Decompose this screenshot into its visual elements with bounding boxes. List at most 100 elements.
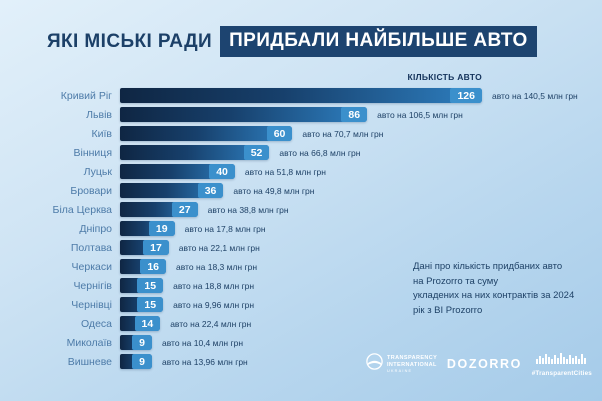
bar-value: 86 — [341, 107, 368, 122]
bar: 126 — [120, 88, 482, 103]
title-plain-text: ЯКІ МІСЬКІ РАДИ — [47, 30, 213, 52]
city-label: Полтава — [70, 241, 112, 254]
bar-annotation: авто на 10,4 млн грн — [162, 337, 244, 348]
bar-track: 86 авто на 106,5 млн грн — [120, 107, 590, 122]
city-label: Львів — [86, 108, 112, 121]
ti-line2: INTERNATIONAL — [387, 361, 437, 368]
bar-annotation: авто на 9,96 млн грн — [173, 299, 255, 310]
bar-annotation: авто на 18,8 млн грн — [173, 280, 255, 291]
bar: 27 — [120, 202, 198, 217]
chart-row: Чернігів 15 авто на 18,8 млн грн — [30, 276, 590, 295]
bar-annotation: авто на 17,8 млн грн — [184, 223, 266, 234]
bar-track: 126 авто на 140,5 млн грн — [120, 88, 590, 103]
city-label: Вінниця — [73, 146, 113, 159]
bar-annotation: авто на 66,8 млн грн — [279, 147, 361, 158]
bar-annotation: авто на 38,8 млн грн — [207, 204, 289, 215]
bar-annotation: авто на 106,5 млн грн — [377, 109, 463, 120]
dozorro-logo: DOZORRO — [446, 357, 523, 371]
city-label: Кривий Ріг — [60, 89, 112, 102]
city-label: Одеса — [81, 317, 112, 330]
bar: 60 — [120, 126, 293, 141]
bar: 15 — [120, 278, 164, 293]
city-label: Миколаїв — [66, 336, 112, 349]
bar: 36 — [120, 183, 224, 198]
transparency-international-wordmark: TRANSPARENCY INTERNATIONAL UKRAINE — [387, 355, 437, 374]
bar-annotation: авто на 51,8 млн грн — [244, 166, 326, 177]
chart-row: Черкаси 16 авто на 18,3 млн грн — [30, 257, 590, 276]
bar-annotation: авто на 22,1 млн грн — [178, 242, 260, 253]
source-note: Дані про кількість придбаних авто на Pro… — [413, 261, 575, 317]
chart-row: Полтава 17 авто на 22,1 млн грн — [30, 238, 590, 257]
bar-value: 9 — [132, 354, 152, 369]
bar-track: 9 авто на 10,4 млн грн — [120, 335, 590, 350]
city-label: Чернігів — [73, 279, 112, 292]
transparent-cities-logo: #TransparentCities — [532, 351, 592, 377]
chart-row: Біла Церква 27 авто на 38,8 млн грн — [30, 200, 590, 219]
chart-row: Кривий Ріг 126 авто на 140,5 млн грн — [30, 86, 590, 105]
bar-track: 36 авто на 49,8 млн грн — [120, 183, 590, 198]
bar-value: 60 — [266, 126, 293, 141]
bar: 86 — [120, 107, 368, 122]
bar-value: 27 — [171, 202, 198, 217]
city-label: Вишневе — [67, 355, 112, 368]
bar: 19 — [120, 221, 175, 236]
bar-track: 14 авто на 22,4 млн грн — [120, 316, 590, 331]
transparent-cities-label: #TransparentCities — [531, 370, 592, 377]
footer-logos: TRANSPARENCY INTERNATIONAL UKRAINE DOZOR… — [366, 347, 592, 381]
city-label: Черкаси — [71, 260, 112, 273]
bar-annotation: авто на 22,4 млн грн — [170, 318, 252, 329]
bar-track: 27 авто на 38,8 млн грн — [120, 202, 590, 217]
bar-value: 14 — [134, 316, 161, 331]
bar-value: 40 — [209, 164, 235, 179]
bar-track: 15 авто на 9,96 млн грн — [120, 297, 590, 312]
bar-annotation: авто на 70,7 млн грн — [302, 128, 384, 139]
chart-row: Вишневе 9 авто на 13,96 млн грн — [30, 352, 590, 371]
bar-value: 15 — [137, 278, 164, 293]
transparency-international-icon — [366, 353, 383, 375]
bar-value: 36 — [197, 183, 224, 198]
bar-value: 19 — [148, 221, 175, 236]
bar-annotation: авто на 140,5 млн грн — [492, 90, 578, 101]
bar: 15 — [120, 297, 164, 312]
bar: 9 — [120, 354, 152, 369]
bar-value: 15 — [137, 297, 164, 312]
ti-line1: TRANSPARENCY — [387, 354, 438, 361]
title-highlighted-text: ПРИДБАЛИ НАЙБІЛЬШЕ АВТО — [220, 26, 537, 57]
city-label: Київ — [91, 127, 112, 140]
bar: 52 — [120, 145, 270, 160]
bar-annotation: авто на 13,96 млн грн — [162, 356, 248, 367]
bar: 16 — [120, 259, 166, 274]
value-axis-label: КІЛЬКІСТЬ АВТО — [407, 72, 482, 82]
chart-row: Вінниця 52 авто на 66,8 млн грн — [30, 143, 590, 162]
chart-row: Дніпро 19 авто на 17,8 млн грн — [30, 219, 590, 238]
bar-track: 40 авто на 51,8 млн грн — [120, 164, 590, 179]
bar-track: 60 авто на 70,7 млн грн — [120, 126, 590, 141]
chart-row: Київ 60 авто на 70,7 млн грн — [30, 124, 590, 143]
transparency-international-logo: TRANSPARENCY INTERNATIONAL UKRAINE — [366, 353, 437, 375]
city-label: Біла Церква — [52, 203, 112, 216]
chart-row: Одеса 14 авто на 22,4 млн грн — [30, 314, 590, 333]
chart-row: Луцьк 40 авто на 51,8 млн грн — [30, 162, 590, 181]
bar-track: 16 авто на 18,3 млн грн — [120, 259, 590, 274]
bar: 9 — [120, 335, 152, 350]
chart-row: Чернівці 15 авто на 9,96 млн грн — [30, 295, 590, 314]
bar-value: 17 — [143, 240, 169, 255]
page-title: ЯКІ МІСЬКІ РАДИ ПРИДБАЛИ НАЙБІЛЬШЕ АВТО — [47, 26, 537, 57]
bar-track: 19 авто на 17,8 млн грн — [120, 221, 590, 236]
bar-track: 9 авто на 13,96 млн грн — [120, 354, 590, 369]
bar-chart: КІЛЬКІСТЬ АВТО Кривий Ріг 126 авто на 14… — [30, 72, 590, 371]
chart-rows: Кривий Ріг 126 авто на 140,5 млн грн Льв… — [30, 86, 590, 371]
bar: 40 — [120, 164, 235, 179]
bar-value: 52 — [243, 145, 270, 160]
chart-row: Львів 86 авто на 106,5 млн грн — [30, 105, 590, 124]
bar-annotation: авто на 49,8 млн грн — [233, 185, 315, 196]
chart-row: Бровари 36 авто на 49,8 млн грн — [30, 181, 590, 200]
city-label: Луцьк — [83, 165, 112, 178]
bar: 17 — [120, 240, 169, 255]
chart-row: Миколаїв 9 авто на 10,4 млн грн — [30, 333, 590, 352]
city-label: Чернівці — [71, 298, 112, 311]
bar-track: 17 авто на 22,1 млн грн — [120, 240, 590, 255]
bar: 14 — [120, 316, 161, 331]
ti-line3: UKRAINE — [387, 369, 413, 374]
